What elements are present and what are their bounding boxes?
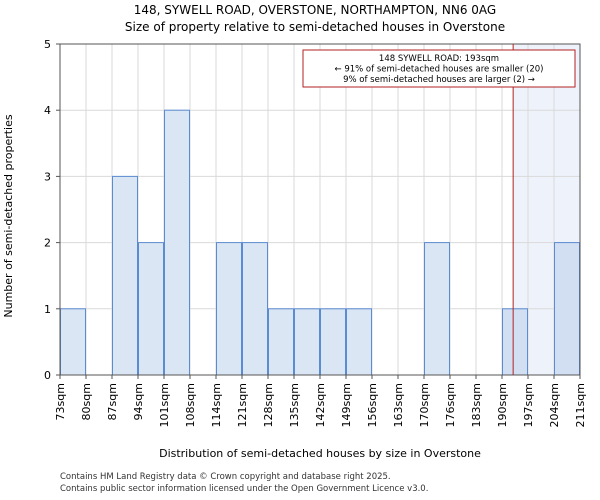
annotation-line-2: ← 91% of semi-detached houses are smalle… — [335, 65, 544, 75]
bar-101sqm — [164, 109, 190, 376]
x-tick-label: 128sqm — [262, 383, 275, 427]
bar-94sqm — [138, 242, 164, 376]
x-tick-label: 190sqm — [496, 383, 509, 427]
x-tick-label: 204sqm — [548, 383, 561, 427]
bar-121sqm — [242, 242, 268, 376]
y-tick-label: 4 — [44, 104, 51, 117]
x-tick-label: 142sqm — [314, 383, 327, 427]
footer-licence: Contains public sector information licen… — [60, 484, 429, 494]
x-tick-label: 163sqm — [392, 383, 405, 427]
x-tick-label: 197sqm — [522, 383, 535, 427]
annotation-line-1: 148 SYWELL ROAD: 193sqm — [379, 54, 499, 64]
bar-170sqm — [424, 242, 450, 376]
bar-114sqm — [216, 242, 242, 376]
annotation-box — [302, 49, 576, 88]
x-tick-label: 114sqm — [210, 383, 223, 427]
x-tick-label: 170sqm — [418, 383, 431, 427]
bar-73sqm — [60, 308, 86, 376]
bar-128sqm — [268, 308, 294, 376]
bar-87sqm — [112, 175, 138, 376]
bar-142sqm — [320, 308, 346, 376]
y-axis-title: Number of semi-detached properties — [2, 114, 15, 317]
x-tick-label: 135sqm — [288, 383, 301, 427]
bar-204sqm — [554, 242, 580, 376]
y-tick-label: 3 — [44, 170, 51, 183]
bar-190sqm — [502, 308, 528, 376]
x-tick-label: 156sqm — [366, 383, 379, 427]
x-axis-title: Distribution of semi-detached houses by … — [159, 447, 481, 460]
x-tick-label: 183sqm — [470, 383, 483, 427]
y-tick-label: 5 — [44, 38, 51, 51]
x-tick-label: 94sqm — [132, 383, 145, 420]
y-tick-label: 1 — [44, 303, 51, 316]
annotation-line-3: 9% of semi-detached houses are larger (2… — [343, 75, 535, 85]
plot-area: 0 1 2 3 4 5 73sqm 80sqm 87sqm 94sqm 101sqm 108sqm 11… — [44, 38, 587, 427]
footer-copyright: Contains HM Land Registry data © Crown c… — [60, 472, 391, 482]
chart-subtitle: Size of property relative to semi-detach… — [125, 20, 505, 34]
x-tick-label: 101sqm — [158, 383, 171, 427]
chart-title: 148, SYWELL ROAD, OVERSTONE, NORTHAMPTON… — [134, 3, 496, 17]
y-tick-label: 0 — [44, 369, 51, 382]
bar-135sqm — [294, 308, 320, 376]
bar-149sqm — [346, 308, 372, 376]
x-tick-label: 80sqm — [80, 383, 93, 420]
y-tick-label: 2 — [44, 237, 51, 250]
x-tick-label: 87sqm — [106, 383, 119, 420]
x-tick-label: 108sqm — [184, 383, 197, 427]
x-tick-label: 149sqm — [340, 383, 353, 427]
x-tick-label: 121sqm — [236, 383, 249, 427]
x-tick-label: 176sqm — [444, 383, 457, 427]
x-tick-label: 73sqm — [54, 383, 67, 420]
x-tick-label: 211sqm — [574, 383, 587, 427]
